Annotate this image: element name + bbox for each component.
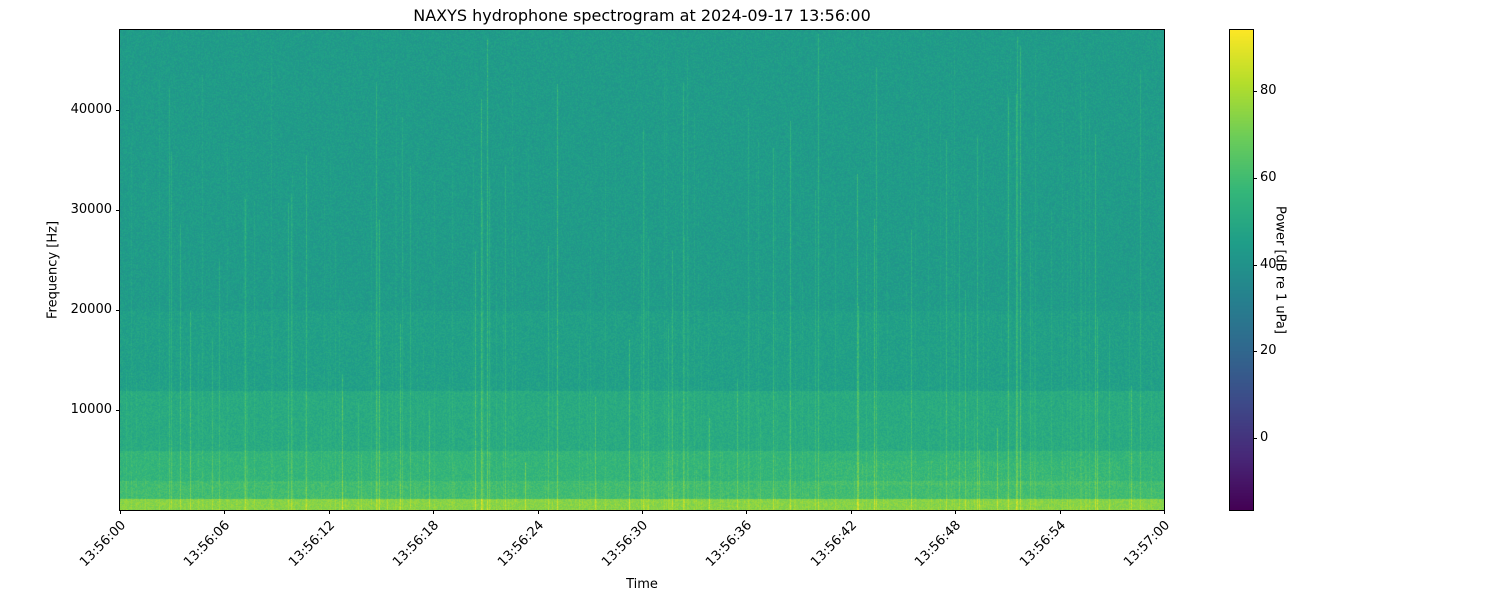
x-axis-label: Time — [626, 577, 658, 592]
x-tick-label: 13:56:00 — [77, 518, 129, 570]
y-tick-label: 30000 — [70, 202, 112, 217]
x-tick-mark — [537, 510, 539, 514]
colorbar-tick-label: 60 — [1260, 169, 1277, 185]
x-tick-label: 13:56:18 — [390, 518, 443, 570]
colorbar-tick-mark — [1253, 177, 1257, 179]
x-tick-mark — [850, 510, 852, 514]
x-tick-label: 13:56:48 — [912, 518, 965, 570]
y-tick-mark — [116, 110, 120, 111]
x-tick-mark — [642, 510, 643, 514]
colorbar-tick-label: 20 — [1260, 343, 1277, 359]
x-tick-mark — [328, 510, 330, 514]
x-tick-label: 13:56:36 — [703, 518, 756, 570]
y-tick-mark — [116, 210, 120, 211]
y-tick-mark — [116, 310, 120, 311]
colorbar-tick-label: 80 — [1260, 82, 1277, 98]
x-tick-label: 13:56:30 — [599, 518, 651, 570]
x-tick-label: 13:56:42 — [807, 518, 860, 570]
x-tick-label: 13:57:00 — [1121, 518, 1173, 570]
chart-title: NAXYS hydrophone spectrogram at 2024-09-… — [413, 6, 871, 25]
colorbar-tick-mark — [1253, 264, 1257, 266]
spectrogram-heatmap — [119, 29, 1165, 511]
y-tick-mark — [116, 410, 120, 411]
x-tick-mark — [746, 510, 748, 514]
colorbar-tick-mark — [1253, 90, 1257, 92]
x-tick-label: 13:56:24 — [494, 518, 547, 570]
y-tick-label: 10000 — [70, 402, 112, 417]
x-tick-mark — [224, 510, 226, 514]
colorbar-tick-label: 0 — [1260, 430, 1269, 446]
colorbar — [1229, 29, 1254, 511]
colorbar-tick-label: 40 — [1260, 256, 1277, 272]
y-tick-label: 40000 — [70, 102, 112, 117]
x-tick-mark — [120, 510, 121, 514]
x-tick-label: 13:56:06 — [181, 518, 234, 570]
x-tick-mark — [955, 510, 957, 514]
colorbar-tick-mark — [1253, 351, 1257, 353]
x-tick-label: 13:56:54 — [1016, 518, 1069, 570]
y-tick-label: 20000 — [70, 302, 112, 317]
x-tick-mark — [1164, 510, 1165, 514]
x-tick-mark — [433, 510, 435, 514]
x-tick-mark — [1059, 510, 1061, 514]
colorbar-tick-mark — [1253, 438, 1257, 440]
x-tick-label: 13:56:12 — [285, 518, 338, 570]
